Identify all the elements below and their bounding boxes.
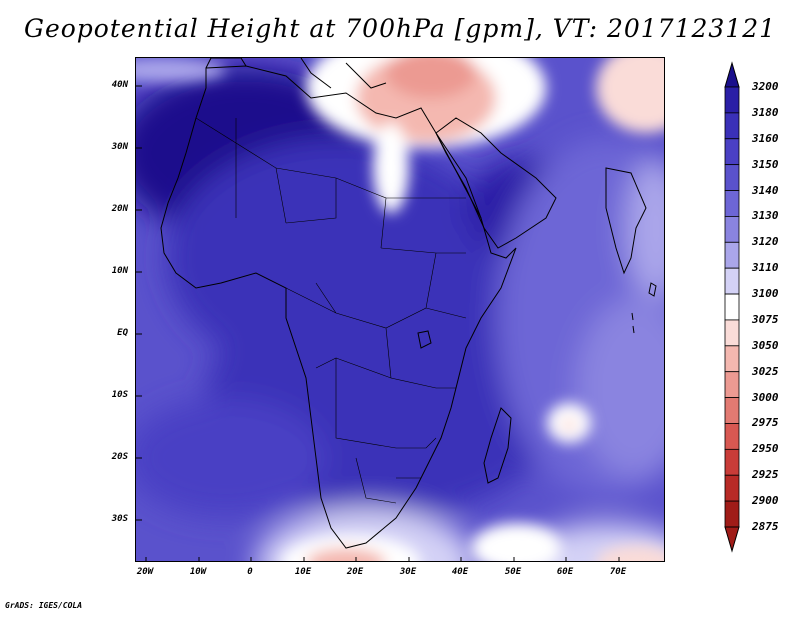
lat-label-40n: 40N <box>111 80 128 90</box>
map-panel <box>135 57 665 562</box>
colorbar-label: 3140 <box>752 183 779 197</box>
colorbar-label: 3130 <box>752 209 779 223</box>
lon-label-70e: 70E <box>609 567 627 577</box>
madagascar <box>483 407 512 484</box>
colorbar-svg <box>724 61 740 553</box>
maldives <box>631 312 635 334</box>
colorbar-label: 3110 <box>752 261 779 275</box>
colorbar-cell <box>724 241 740 269</box>
colorbar-cell <box>724 293 740 321</box>
colorbar-label: 3050 <box>752 338 779 352</box>
colorbar-label: 2875 <box>752 520 779 533</box>
arabia-coast <box>435 117 557 249</box>
india-light <box>626 158 664 298</box>
colorbar-cell <box>724 500 740 528</box>
lon-label-10w: 10W <box>189 567 207 577</box>
axis-ticks <box>136 85 620 561</box>
south-low-east <box>596 545 664 561</box>
colorbar-label: 3150 <box>752 157 779 171</box>
lat-label-20s: 20S <box>111 452 128 462</box>
colorbar-label: 3100 <box>752 287 779 301</box>
colorbar-cell <box>724 164 740 191</box>
colorbar-cells <box>724 86 740 528</box>
chart-title: Geopotential Height at 700hPa [gpm], VT:… <box>23 14 777 43</box>
iberia <box>205 58 247 69</box>
lon-label-20e: 20E <box>346 567 364 577</box>
colorbar <box>722 61 742 565</box>
northwest-edge <box>136 58 226 82</box>
libya-ridge-edge <box>373 123 409 213</box>
colorbar-cell <box>724 86 740 114</box>
coastlines <box>160 58 657 549</box>
colorbar-label: 3025 <box>752 364 779 378</box>
colorbar-label: 3200 <box>752 80 779 93</box>
colorbar-cell <box>724 423 740 450</box>
lat-label-20n: 20N <box>111 204 128 214</box>
colorbar-label: 3180 <box>752 105 779 119</box>
south-low-west-core <box>306 548 386 561</box>
lake-victoria <box>417 330 432 349</box>
colorbar-cell <box>724 138 740 166</box>
colorbar-label: 3120 <box>752 235 779 249</box>
colorbar-label: 3160 <box>752 131 779 145</box>
colorbar-top-arrow <box>724 61 740 88</box>
africa-coast <box>160 65 517 549</box>
italy-greece <box>300 58 387 89</box>
colorbar-label: 2925 <box>752 468 779 482</box>
med-trough-core <box>386 58 476 98</box>
lon-label-30e: 30E <box>399 567 417 577</box>
lat-label-30s: 30S <box>111 514 128 524</box>
lon-label-20w: 20W <box>136 567 154 577</box>
colorbar-bottom-arrow <box>724 526 740 553</box>
lat-label-eq: EQ <box>117 328 128 338</box>
colorbar-cell <box>724 267 740 295</box>
south-low-mid <box>471 523 561 561</box>
colorbar-cell <box>724 190 740 217</box>
lon-label-40e: 40E <box>451 567 469 577</box>
asia-trough <box>596 58 664 133</box>
lon-label-0: 0 <box>247 567 253 577</box>
colorbar-cell <box>724 397 740 424</box>
india-coast <box>605 167 647 275</box>
colorbar-label: 2975 <box>752 416 779 430</box>
map-canvas <box>136 58 664 561</box>
colorbar-cell <box>724 216 740 243</box>
cutoff-low-core <box>561 418 577 432</box>
red-sea <box>435 132 482 219</box>
colorbar-cell <box>724 448 740 476</box>
colorbar-label: 3075 <box>752 312 779 326</box>
colorbar-label: 2950 <box>752 442 779 456</box>
height-field-detail <box>136 58 664 561</box>
colorbar-cell <box>724 345 740 373</box>
lon-label-60e: 60E <box>556 567 574 577</box>
colorbar-label: 3000 <box>752 390 779 404</box>
country-borders <box>195 117 467 504</box>
lat-label-10s: 10S <box>111 390 128 400</box>
atlantic-south <box>136 398 326 518</box>
indian-ocean-light <box>576 298 664 478</box>
border-lines <box>195 117 467 504</box>
credit-text: GrADS: IGES/COLA <box>5 601 83 610</box>
lat-label-10n: 10N <box>111 266 128 276</box>
colorbar-cell <box>724 319 740 347</box>
colorbar-cell <box>724 371 740 398</box>
sri-lanka <box>648 282 657 297</box>
colorbar-cell <box>724 474 740 502</box>
lon-label-50e: 50E <box>504 567 522 577</box>
colorbar-cell <box>724 112 740 140</box>
lat-label-30n: 30N <box>111 142 128 152</box>
colorbar-label: 2900 <box>752 494 779 508</box>
lon-label-10e: 10E <box>294 567 312 577</box>
